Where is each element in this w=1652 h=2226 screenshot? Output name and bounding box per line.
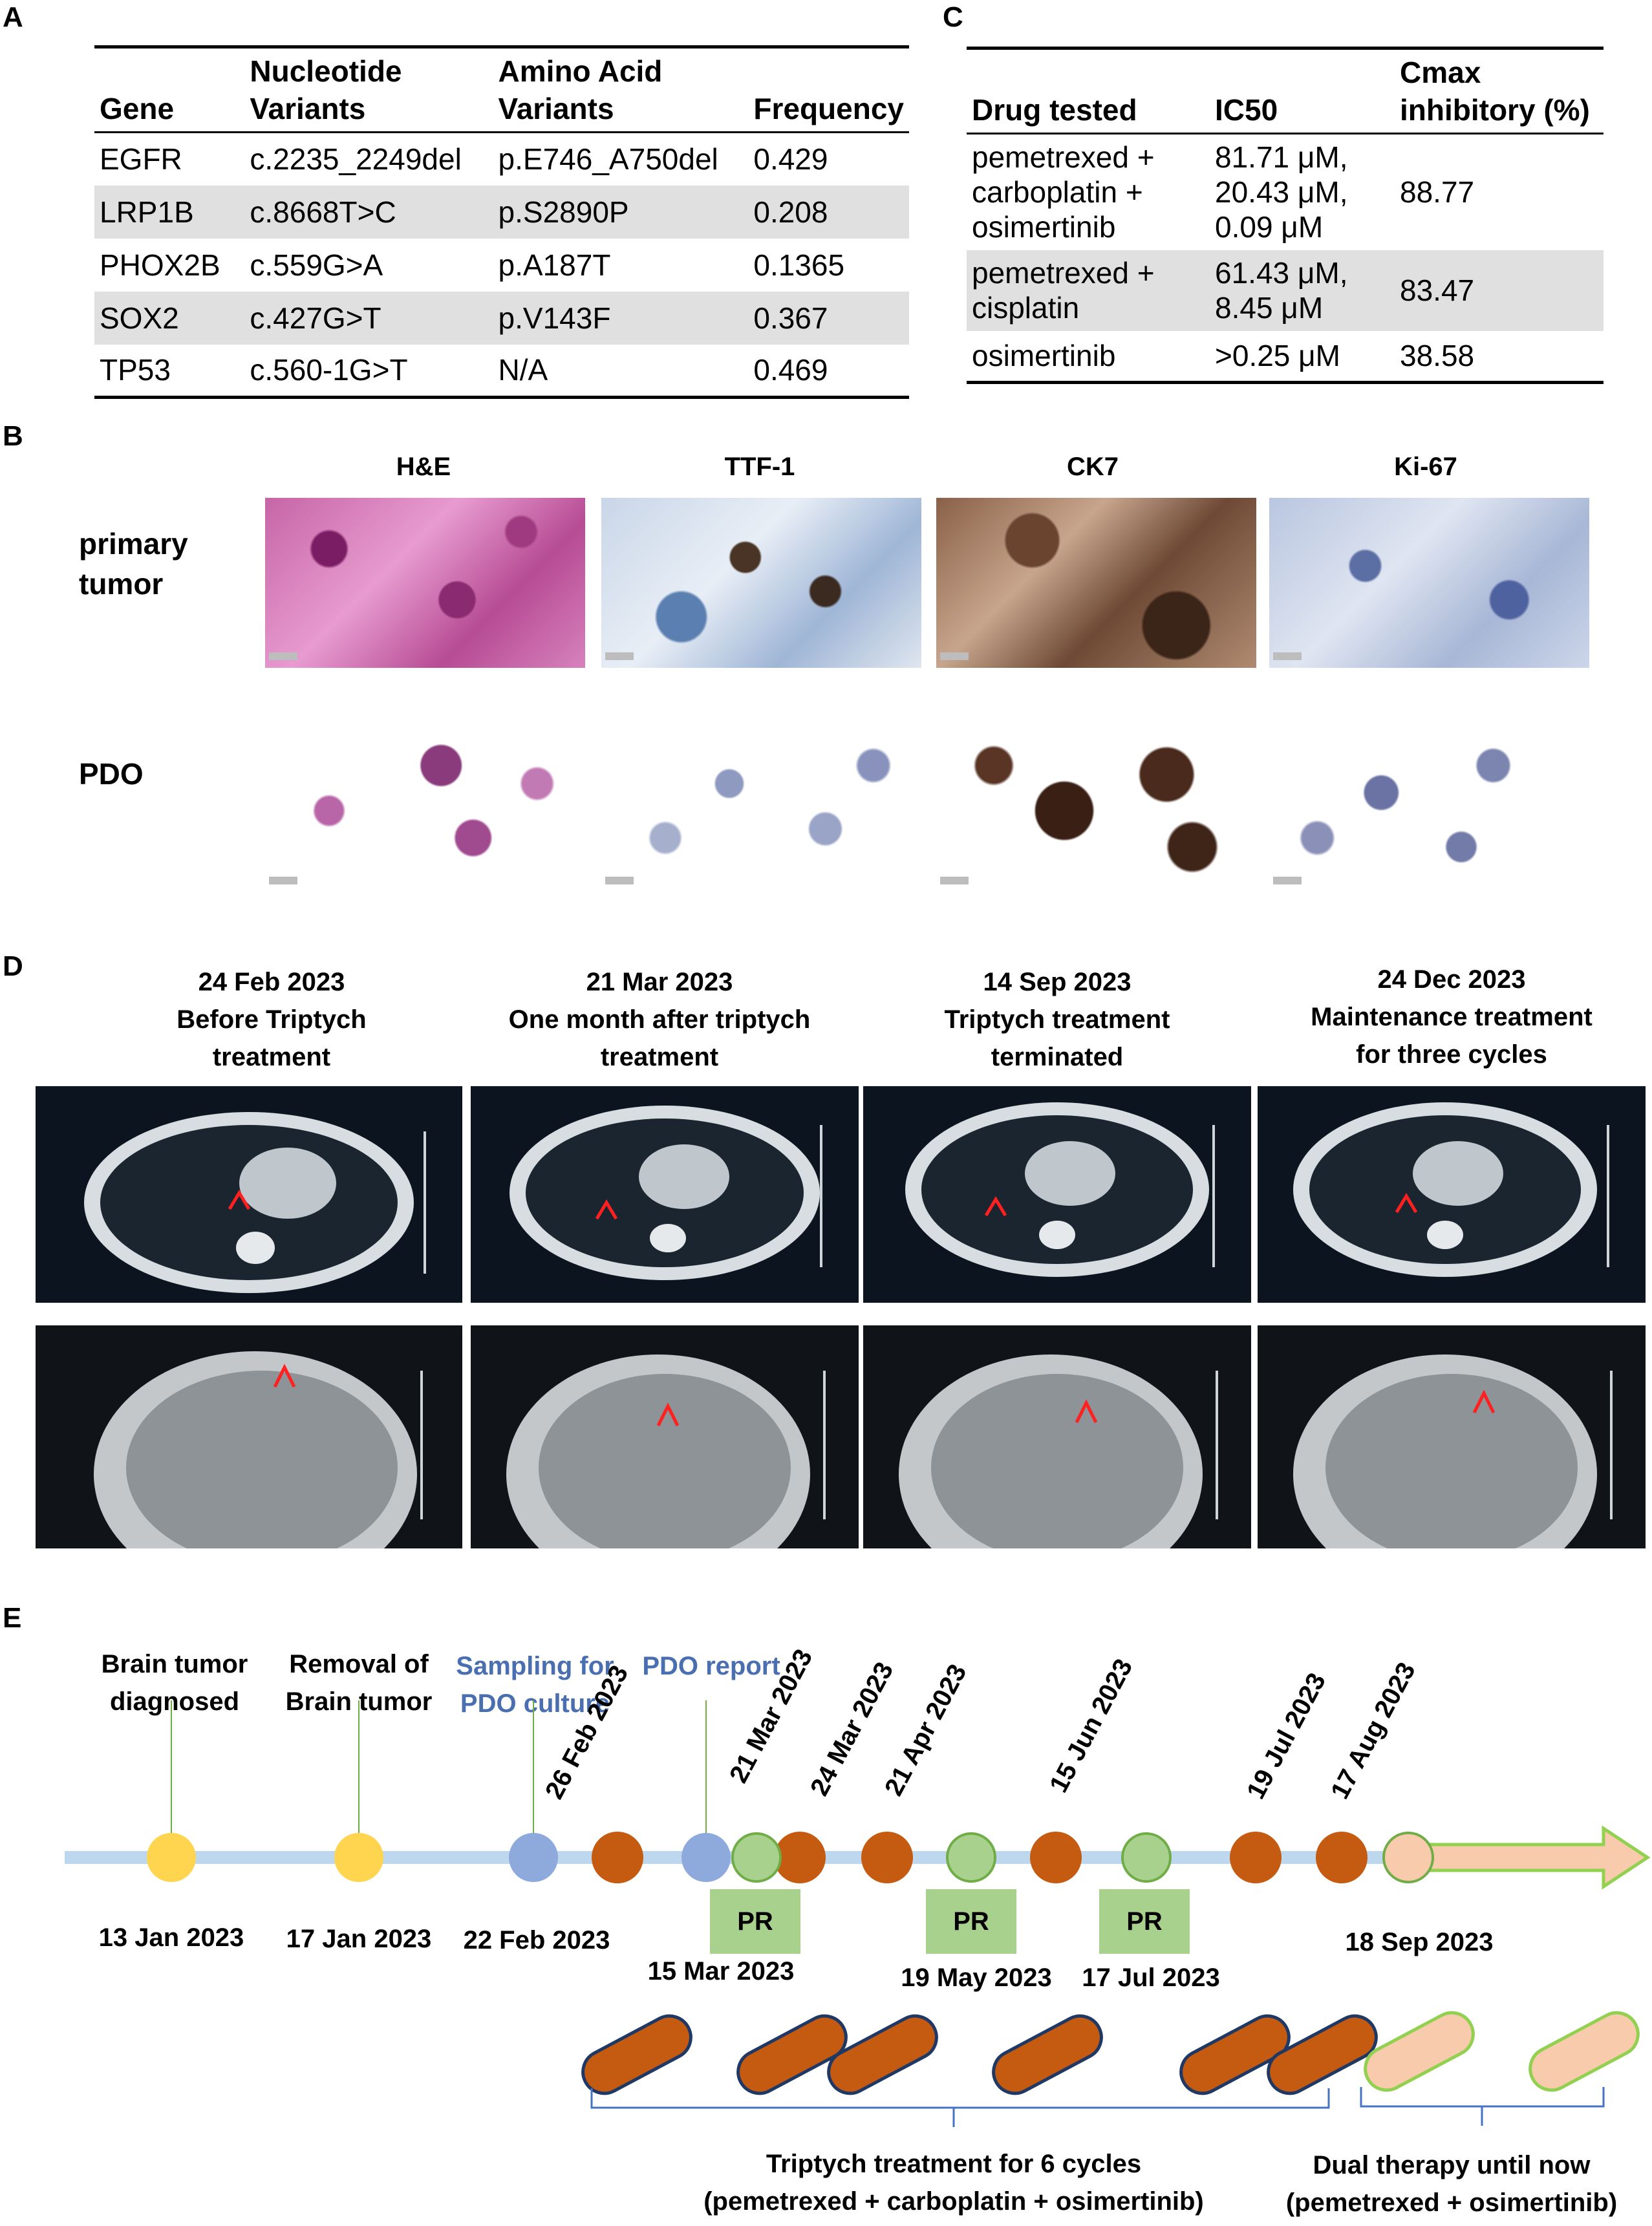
cell: 0.429	[753, 142, 828, 177]
cell: c.427G>T	[244, 291, 493, 345]
cell: pemetrexed + carboplatin + osimertinib	[972, 140, 1155, 244]
event-pdo-report: PDO report	[642, 1652, 780, 1680]
date-17-jan: 17 Jan 2023	[286, 1925, 432, 1953]
event-sampling-pdo: Sampling for PDO culture	[456, 1652, 614, 1718]
column-header-he: H&E	[396, 453, 451, 481]
cell: N/A	[498, 353, 548, 387]
date-15-mar: 15 Mar 2023	[647, 1957, 795, 1985]
pr-label-1: PR	[737, 1907, 773, 1936]
scan-header-2: 21 Mar 2023 One month after triptych treat…	[508, 968, 811, 1071]
cell: 61.43 μM, 8.45 μM	[1210, 250, 1395, 331]
column-header-ki67: Ki-67	[1394, 453, 1457, 481]
panel-label-e: E	[3, 1602, 22, 1634]
ki67-pdo-image	[1269, 711, 1589, 892]
cell: EGFR	[100, 142, 182, 177]
drug-table: Drug tested IC50 Cmax inhibitory (%) peme…	[967, 47, 1604, 384]
row-header-primary-tumor: primary tumor	[79, 527, 188, 601]
mri-scan-2	[471, 1325, 859, 1548]
cell: p.V143F	[493, 291, 749, 345]
panel-label-c: C	[943, 1, 963, 33]
ct-scan-1	[36, 1086, 462, 1303]
panel-label-b: B	[3, 420, 23, 452]
table-header-row: Drug tested IC50 Cmax inhibitory (%)	[967, 48, 1604, 134]
cell: 0.1365	[753, 248, 845, 282]
panel-label-a: A	[3, 1, 23, 33]
table-row: PHOX2B c.559G>A p.A187T 0.1365	[94, 239, 909, 292]
cell: 0.367	[748, 291, 909, 345]
pr-label-2: PR	[953, 1907, 989, 1936]
he-primary-image	[265, 498, 585, 668]
ttf1-primary-image	[601, 498, 921, 668]
scan-header-3: 14 Sep 2023 Triptych treatment terminated	[944, 968, 1170, 1071]
row-header-pdo: PDO	[79, 757, 144, 791]
cell: osimertinib	[972, 339, 1116, 373]
col-frequency: Frequency	[753, 92, 904, 125]
col-amino-acid: Amino Acid Variants	[498, 54, 663, 125]
mri-scan-3	[863, 1325, 1251, 1548]
variants-table: Gene Nucleotide Variants Amino Acid Varian…	[94, 45, 909, 399]
cell: c.559G>A	[250, 248, 383, 282]
table-row: LRP1B c.8668T>C p.S2890P 0.208	[94, 185, 909, 239]
cell: 0.469	[753, 353, 828, 387]
he-pdo-image	[265, 711, 585, 892]
cell: 88.77	[1400, 175, 1475, 209]
ttf1-pdo-image	[601, 711, 921, 892]
cell: >0.25 μM	[1215, 339, 1340, 373]
timeline-graphic	[65, 1700, 1651, 2127]
ck7-pdo-image	[936, 711, 1256, 892]
date-22-feb: 22 Feb 2023	[463, 1926, 610, 1954]
cell: p.S2890P	[493, 185, 749, 239]
cell: c.2235_2249del	[250, 142, 462, 177]
dual-therapy-label: Dual therapy until now (pemetrexed + osim…	[1285, 2151, 1618, 2217]
col-gene: Gene	[100, 92, 175, 125]
table-row: pemetrexed + cisplatin 61.43 μM, 8.45 μM 8…	[967, 250, 1604, 331]
cell: 83.47	[1395, 250, 1604, 331]
scan-header-4: 24 Dec 2023 Maintenance treatment for thre…	[1311, 965, 1593, 1069]
table-row: osimertinib >0.25 μM 38.58	[967, 331, 1604, 383]
date-17-jul: 17 Jul 2023	[1082, 1964, 1220, 1992]
table-row: pemetrexed + carboplatin + osimertinib 81.…	[967, 134, 1604, 250]
ct-scan-3	[863, 1086, 1251, 1303]
cell: 38.58	[1400, 339, 1475, 373]
ct-scan-2	[471, 1086, 859, 1303]
cell: 81.71 μM, 20.43 μM, 0.09 μM	[1215, 140, 1348, 244]
mri-scan-1	[36, 1325, 462, 1548]
cell: c.560-1G>T	[250, 353, 408, 387]
col-nucleotide: Nucleotide Variants	[250, 54, 402, 125]
cell: PHOX2B	[100, 248, 220, 282]
triptych-treatment-label: Triptych treatment for 6 cycles (pemetrex…	[703, 2150, 1204, 2216]
cell: p.E746_A750del	[498, 142, 718, 177]
table-header-row: Gene Nucleotide Variants Amino Acid Varian…	[94, 47, 909, 133]
cell: p.A187T	[498, 248, 611, 282]
table-row: TP53 c.560-1G>T N/A 0.469	[94, 345, 909, 398]
mri-scan-4	[1258, 1325, 1646, 1548]
table-row: EGFR c.2235_2249del p.E746_A750del 0.429	[94, 133, 909, 186]
panel-label-d: D	[3, 950, 23, 982]
col-ic50: IC50	[1215, 93, 1278, 127]
date-19-may: 19 May 2023	[901, 1964, 1052, 1992]
date-18-sep: 18 Sep 2023	[1345, 1928, 1494, 1956]
cell: LRP1B	[94, 185, 245, 239]
date-13-jan: 13 Jan 2023	[98, 1923, 244, 1952]
col-cmax: Cmax inhibitory (%)	[1400, 56, 1590, 127]
pr-label-3: PR	[1126, 1907, 1163, 1936]
cell: c.8668T>C	[244, 185, 493, 239]
col-drug: Drug tested	[972, 93, 1137, 127]
ki67-primary-image	[1269, 498, 1589, 668]
event-brain-tumor-diagnosed: Brain tumor diagnosed	[101, 1650, 248, 1716]
cell: SOX2	[94, 291, 245, 345]
column-header-ttf1: TTF-1	[724, 453, 795, 481]
scan-header-1: 24 Feb 2023 Before Triptych treatment	[177, 968, 367, 1071]
cell: TP53	[100, 353, 171, 387]
table-row: SOX2 c.427G>T p.V143F 0.367	[94, 291, 909, 345]
column-header-ck7: CK7	[1066, 453, 1119, 481]
cell: pemetrexed + cisplatin	[967, 250, 1210, 331]
cell: 0.208	[748, 185, 909, 239]
ck7-primary-image	[936, 498, 1256, 668]
ct-scan-4	[1258, 1086, 1646, 1303]
